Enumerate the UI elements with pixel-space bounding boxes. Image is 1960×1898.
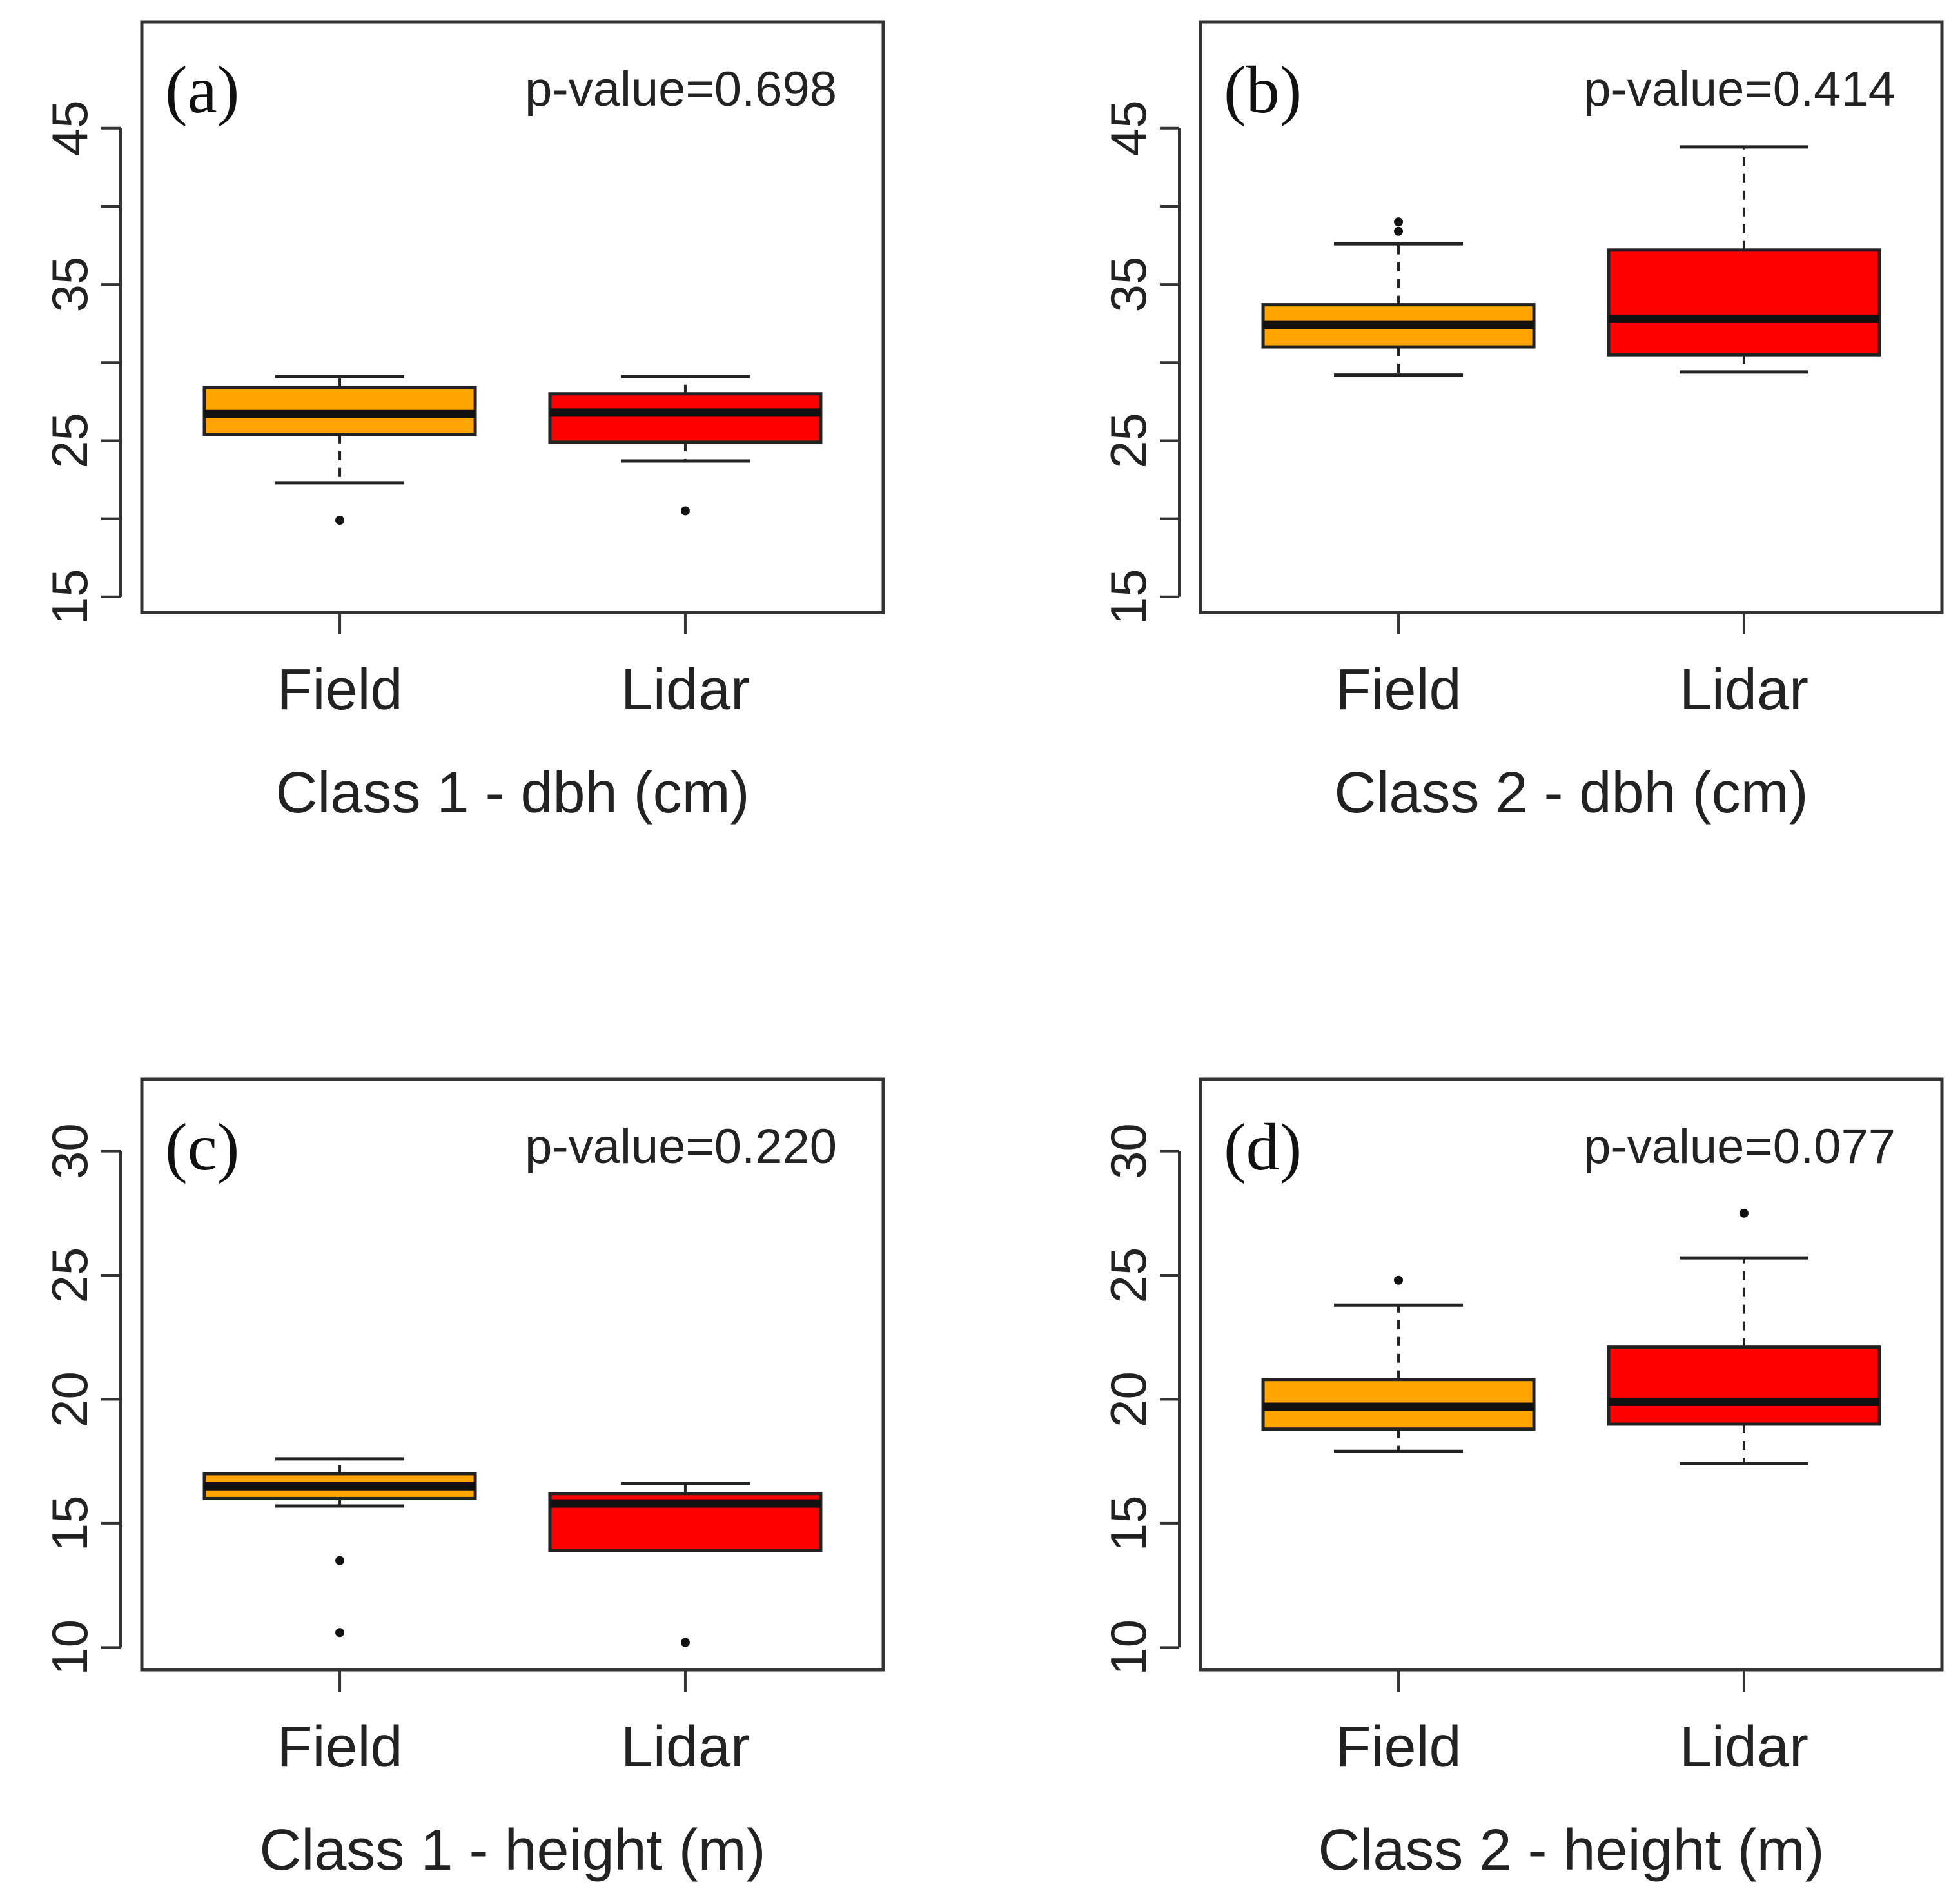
x-axis-title: Class 1 - height (m) (259, 1818, 765, 1883)
y-tick-label: 15 (1100, 569, 1157, 625)
y-tick-label: 35 (41, 257, 98, 313)
box-body (1607, 1345, 1881, 1426)
y-tick-label: 15 (1100, 1496, 1157, 1552)
y-tick-label: 35 (1100, 257, 1157, 313)
p-value-annotation: p-value=0.414 (1583, 62, 1896, 117)
y-tick-label: 45 (1100, 100, 1157, 156)
box-body (548, 392, 823, 444)
y-tick-label: 20 (41, 1371, 98, 1427)
plot-frame (1199, 1077, 1944, 1672)
x-axis-title: Class 1 - dbh (cm) (275, 761, 749, 825)
y-tick-label: 25 (1100, 1247, 1157, 1304)
x-tick-label: Lidar (621, 1715, 750, 1779)
p-value-annotation: p-value=0.077 (1583, 1119, 1896, 1174)
x-axis-title: Class 2 - dbh (cm) (1334, 761, 1808, 825)
box-field (202, 375, 477, 525)
box-field (1261, 217, 1536, 377)
y-tick-label: 10 (1100, 1619, 1157, 1676)
y-tick-label: 45 (41, 100, 98, 156)
box-lidar (548, 375, 823, 516)
outlier-point (680, 506, 690, 516)
y-tick-label: 25 (41, 1247, 98, 1304)
outlier-point (1394, 226, 1404, 236)
y-tick-label: 15 (41, 1496, 98, 1552)
x-tick-label: Field (1336, 658, 1462, 722)
x-tick-label: Field (1336, 1715, 1462, 1779)
x-tick-label: Lidar (1680, 658, 1808, 722)
outlier-point (1739, 1208, 1749, 1218)
outlier-point (680, 1638, 690, 1647)
y-tick-label: 30 (1100, 1123, 1157, 1179)
panel-label: (a) (165, 53, 239, 127)
y-tick-label: 25 (41, 413, 98, 469)
y-tick-label: 10 (41, 1619, 98, 1676)
panel-c: 10 15 20 25 30 Field Lidar Class 1 - height (m)… (41, 1077, 885, 1883)
outlier-point (335, 1556, 345, 1565)
outlier-point (335, 1628, 345, 1638)
outlier-point (1394, 217, 1404, 227)
x-tick-label: Field (277, 1715, 403, 1779)
panel-label: (b) (1224, 53, 1302, 127)
box-lidar (1607, 1208, 1881, 1466)
plot-frame (140, 20, 885, 614)
box-lidar (1607, 145, 1881, 374)
y-tick-label: 15 (41, 569, 98, 625)
panel-d: 10 15 20 25 30 Field Lidar Class 2 - height (m)… (1100, 1077, 1944, 1883)
outlier-point (335, 516, 345, 525)
panel-b: 15 25 35 45 Field Lidar Class 2 - dbh (cm) (b) p… (1100, 20, 1944, 825)
x-tick-label: Lidar (1680, 1715, 1808, 1779)
plot-frame (140, 1077, 885, 1672)
outlier-point (1394, 1275, 1404, 1285)
panel-label: (d) (1224, 1110, 1302, 1184)
p-value-annotation: p-value=0.220 (525, 1119, 837, 1174)
p-value-annotation: p-value=0.698 (525, 62, 837, 117)
box-body (1607, 248, 1881, 357)
box-field (202, 1457, 477, 1638)
plot-frame (1199, 20, 1944, 614)
panel-a: 15 25 35 45 Field Lidar Class 1 - dbh (cm) (a) p… (41, 20, 885, 825)
box-lidar (548, 1482, 823, 1647)
y-tick-label: 25 (1100, 413, 1157, 469)
y-tick-label: 20 (1100, 1371, 1157, 1427)
x-tick-label: Field (277, 658, 403, 722)
y-tick-label: 30 (41, 1123, 98, 1179)
x-axis-title: Class 2 - height (m) (1318, 1818, 1824, 1883)
box-field (1261, 1275, 1536, 1453)
x-tick-label: Lidar (621, 658, 750, 722)
panel-label: (c) (165, 1110, 239, 1184)
